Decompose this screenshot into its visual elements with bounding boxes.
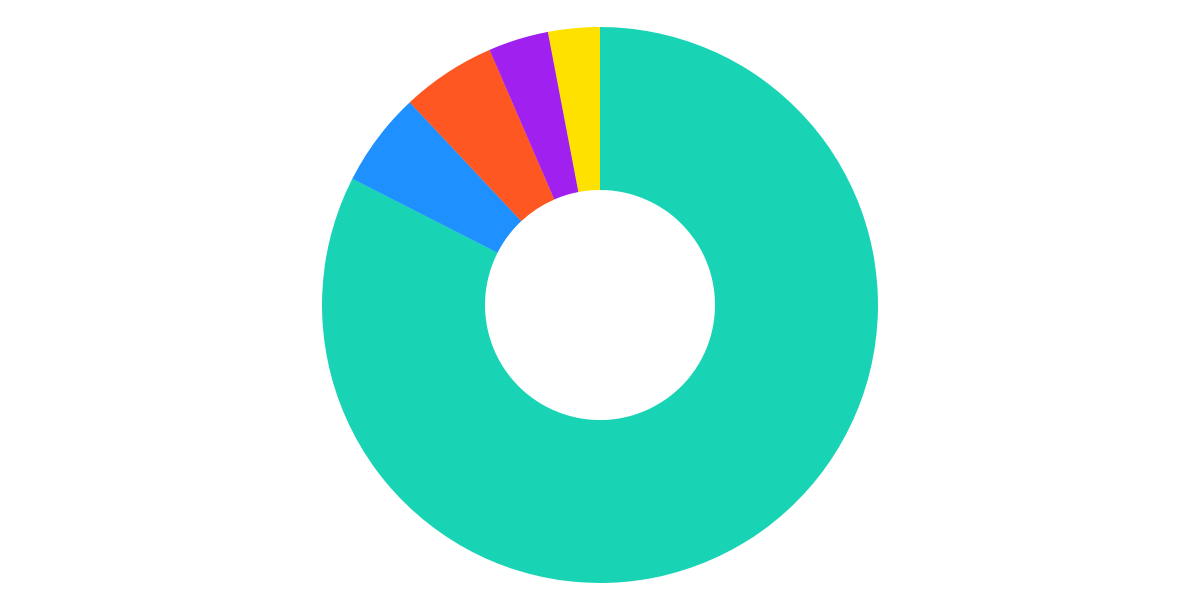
donut-chart	[0, 0, 1200, 600]
donut-chart-container	[0, 0, 1200, 600]
